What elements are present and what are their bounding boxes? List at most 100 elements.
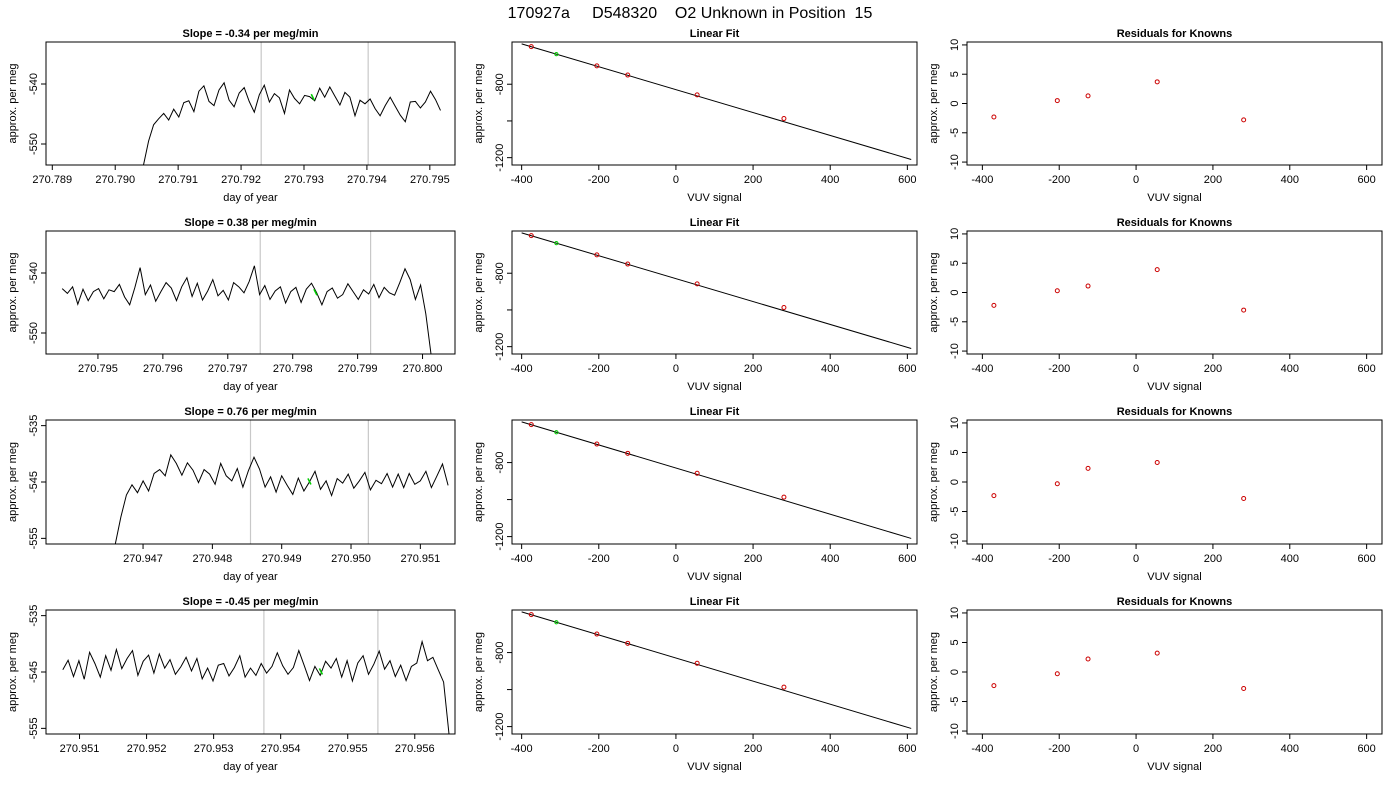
chart-5-point-2 [594,252,600,258]
chart-9-ytick-label: 5 [949,449,961,455]
chart-8-title: Linear Fit [690,406,740,418]
chart-3-residual-1 [991,114,997,120]
chart-9-ytick-label: 10 [949,417,961,429]
chart-3-ytick-label: 10 [949,39,961,51]
chart-6-ytick-label: 0 [949,289,961,295]
chart-8-point-3 [625,450,631,456]
chart-11-xtick-label: 200 [744,743,762,755]
chart-3-xtick-label: 200 [1204,174,1222,186]
figure-title: 170927a D548320 O2 Unknown in Position 1… [508,5,873,22]
chart-12-xtick-label: 600 [1357,743,1375,755]
chart-2-point-3 [625,72,631,78]
chart-10-xtick-label: 270.953 [194,743,234,755]
chart-10-ytick-label: -545 [28,661,40,683]
chart-10-xtick-label: 270.952 [127,743,167,755]
chart-10-xtick-label: 270.954 [261,743,301,755]
chart-6-xtick-label: 200 [1204,363,1222,375]
chart-7-title: Slope = 0.76 per meg/min [184,406,317,418]
chart-11-xtick-label: 0 [673,743,679,755]
chart-10-title: Slope = -0.45 per meg/min [182,596,318,608]
chart-9-xlabel: VUV signal [1147,571,1201,583]
chart-2-title: Linear Fit [690,28,740,40]
chart-12-xlabel: VUV signal [1147,761,1201,773]
chart-2-point-4 [694,92,700,98]
chart-9-residual-2 [1054,481,1060,487]
chart-8-ytick-label: -800 [494,452,506,474]
chart-2-point-5 [781,116,787,122]
chart-2-ytick-label: -1200 [494,144,506,172]
chart-11-fit-line [521,611,912,729]
chart-9-ytick-label: -10 [949,533,961,549]
chart-1-xtick-label: 270.795 [410,174,450,186]
chart-3-ytick-label: 0 [949,100,961,106]
chart-7-marker [307,478,312,485]
chart-5-title: Linear Fit [690,217,740,229]
chart-5-xlabel: VUV signal [687,381,741,393]
chart-12-ytick-label: -5 [949,697,961,707]
chart-9-ytick-label: 0 [949,479,961,485]
chart-10-xtick-label: 270.955 [328,743,368,755]
chart-4-xtick-label: 270.798 [273,363,313,375]
chart-9-ylabel: approx. per meg [928,442,940,522]
chart-12-xtick-label: -400 [971,743,993,755]
chart-5-frame [511,230,918,355]
chart-12-xtick-label: 0 [1133,743,1139,755]
chart-1-xtick-label: 270.793 [284,174,324,186]
chart-11-frame [511,609,918,735]
chart-5-fit-line [521,232,912,349]
chart-6-ytick-label: -5 [949,317,961,327]
chart-9-residual-5 [1241,496,1247,502]
chart-2-xtick-label: -200 [588,174,610,186]
chart-8-xtick-label: -200 [588,553,610,565]
chart-10-timeseries: Slope = -0.45 per meg/min 270.951 270.952 2… [7,596,456,773]
chart-1-xtick-label: 270.794 [347,174,387,186]
chart-3-residual-2 [1054,98,1060,104]
chart-11-point-5 [781,684,787,690]
chart-11-xlabel: VUV signal [687,761,741,773]
chart-4-title: Slope = 0.38 per meg/min [184,217,317,229]
chart-8-xlabel: VUV signal [687,571,741,583]
chart-10-ylabel: approx. per meg [7,632,19,712]
chart-3-frame [966,41,1383,166]
chart-12-ytick-label: 0 [949,669,961,675]
chart-11-ytick-label: -1200 [494,713,506,741]
chart-8-ytick-label: -1200 [494,523,506,551]
chart-3-xtick-label: 0 [1133,174,1139,186]
chart-3-title: Residuals for Knowns [1117,28,1233,40]
chart-7-xtick-label: 270.950 [331,553,371,565]
chart-5-point-1 [528,233,534,239]
chart-3-xtick-label: -200 [1048,174,1070,186]
chart-8-ylabel: approx. per meg [473,442,485,522]
chart-3-ytick-label: -5 [949,128,961,138]
chart-5-ytick-label: -800 [494,262,506,284]
chart-4-series-line [61,265,432,354]
chart-5-xtick-label: -200 [588,363,610,375]
chart-4-xtick-label: 270.799 [338,363,378,375]
chart-4-ylabel: approx. per meg [7,252,19,332]
chart-12-residual-4 [1154,650,1160,656]
chart-5-xtick-label: 0 [673,363,679,375]
chart-10-marker [318,668,324,675]
chart-5-point-4 [694,281,700,287]
chart-11-point-2 [594,631,600,637]
chart-12-residual-1 [991,683,997,689]
chart-9-title: Residuals for Knowns [1117,406,1233,418]
chart-6-ytick-label: 10 [949,228,961,240]
chart-2-point-1 [528,44,534,50]
chart-1-frame [45,41,456,166]
chart-10-ytick-label: -555 [28,717,40,739]
chart-6-residual-3 [1085,283,1091,289]
chart-3-residual-5 [1241,117,1247,123]
chart-8-linear-fit: Linear Fit -400 -200 0 200 400 600 -1200 -800 VUV… [473,406,918,583]
chart-6-title: Residuals for Knowns [1117,217,1233,229]
chart-7-timeseries: Slope = 0.76 per meg/min 270.947 270.948 27… [7,406,456,583]
chart-4-xtick-label: 270.795 [78,363,118,375]
chart-7-xtick-label: 270.948 [192,553,232,565]
chart-11-xtick-label: 400 [821,743,839,755]
chart-11-title: Linear Fit [690,596,740,608]
chart-4-frame [45,230,456,355]
chart-1-timeseries: Slope = -0.34 per meg/min 270.789 270.790 2… [7,28,456,204]
chart-1-xtick-label: 270.791 [158,174,198,186]
chart-2-xlabel: VUV signal [687,192,741,204]
